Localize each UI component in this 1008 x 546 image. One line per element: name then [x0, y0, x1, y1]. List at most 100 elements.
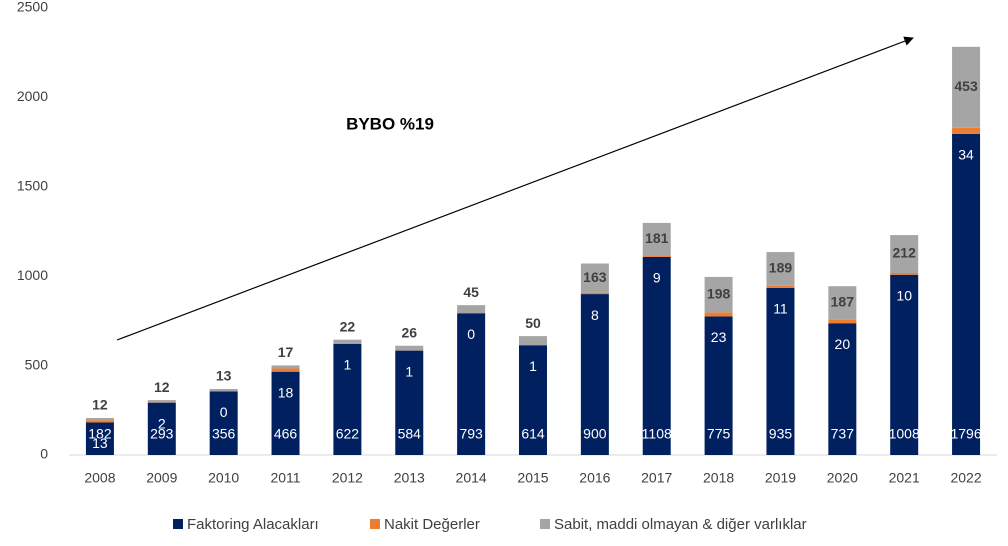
- data-label: 17: [278, 344, 294, 360]
- data-label: 163: [583, 269, 607, 285]
- data-label: 181: [645, 230, 669, 246]
- bar-segment: [271, 365, 300, 369]
- data-label: 466: [274, 426, 298, 442]
- data-label: 775: [707, 426, 731, 442]
- x-tick-label: 2008: [84, 470, 115, 486]
- data-label: 34: [958, 147, 974, 163]
- data-label: 8: [591, 307, 599, 323]
- x-tick-label: 2010: [208, 470, 239, 486]
- bar-segment: [85, 417, 114, 421]
- y-tick-label: 1000: [17, 267, 48, 283]
- y-tick-label: 500: [25, 356, 49, 372]
- data-label: 356: [212, 426, 236, 442]
- x-tick-label: 2014: [456, 470, 487, 486]
- data-label: 1008: [889, 426, 920, 442]
- bar-segment: [271, 368, 300, 372]
- bar-segment: [209, 391, 238, 455]
- data-label: 13: [92, 435, 108, 451]
- data-label: 212: [893, 245, 917, 261]
- data-label: 0: [220, 404, 228, 420]
- bar-segment: [85, 420, 114, 423]
- data-label: 584: [398, 426, 422, 442]
- bar-segment: [642, 222, 671, 256]
- bar-segment: [890, 274, 919, 455]
- data-label: 13: [216, 368, 232, 384]
- bar-segment: [519, 345, 547, 455]
- bar-segment: [580, 263, 609, 293]
- bar-segment: [642, 256, 671, 455]
- bar-segment: [828, 286, 857, 320]
- data-label: 45: [463, 284, 479, 300]
- bar-segment: [271, 371, 300, 455]
- x-tick-label: 2021: [889, 470, 920, 486]
- x-tick-label: 2020: [827, 470, 858, 486]
- bar-segment: [580, 294, 609, 455]
- bar-segment: [457, 313, 486, 455]
- data-label: 11: [773, 301, 788, 317]
- bar-segment: [766, 287, 795, 455]
- x-tick-label: 2019: [765, 470, 796, 486]
- legend-swatch: [540, 519, 550, 529]
- bar-segment: [952, 127, 981, 134]
- x-tick-label: 2009: [146, 470, 177, 486]
- data-label: 2: [158, 415, 166, 431]
- data-label: 23: [711, 329, 727, 345]
- legend-label: Sabit, maddi olmayan & diğer varlıklar: [554, 516, 807, 533]
- data-label: 9: [653, 270, 661, 286]
- legend-label: Nakit Değerler: [384, 516, 480, 533]
- x-tick-label: 2012: [332, 470, 363, 486]
- bar-segment: [333, 339, 362, 344]
- bar-segment: [890, 272, 919, 275]
- bar-segment: [890, 235, 919, 273]
- data-label: 198: [707, 285, 731, 301]
- data-label: 1: [529, 358, 537, 374]
- y-tick-label: 0: [40, 446, 48, 462]
- y-tick-label: 2500: [17, 0, 48, 15]
- data-label: 26: [401, 324, 417, 340]
- legend-swatch: [173, 519, 183, 529]
- x-tick-label: 2017: [641, 470, 672, 486]
- x-tick-label: 2015: [517, 470, 548, 486]
- bar-segment: [766, 285, 795, 288]
- data-label: 1796: [950, 426, 981, 442]
- bar-segment: [766, 252, 795, 286]
- bar-segment: [457, 305, 486, 314]
- x-tick-label: 2018: [703, 470, 734, 486]
- bar-segment: [395, 345, 424, 351]
- bar-segment: [519, 336, 547, 346]
- bar-segment: [952, 133, 981, 456]
- x-tick-label: 2013: [394, 470, 425, 486]
- data-label: 10: [896, 287, 912, 303]
- data-label: 22: [340, 318, 356, 334]
- data-label: 182: [88, 426, 112, 442]
- data-label: 12: [92, 397, 108, 413]
- data-label: 187: [831, 294, 855, 310]
- data-label: 1108: [642, 426, 672, 442]
- bar-segment: [704, 276, 733, 313]
- data-label: 50: [525, 315, 541, 331]
- data-label: 453: [954, 78, 978, 94]
- data-label: 935: [769, 426, 793, 442]
- trend-arrow: [116, 36, 914, 341]
- bar-segment: [952, 46, 981, 128]
- data-label: 1: [344, 356, 352, 372]
- bar-segment: [209, 389, 238, 392]
- y-tick-label: 2000: [17, 88, 48, 104]
- x-tick-label: 2011: [270, 470, 300, 486]
- x-tick-label: 2016: [579, 470, 610, 486]
- data-label: 622: [336, 426, 360, 442]
- legend-label: Faktoring Alacakları: [187, 516, 319, 533]
- bar-segment: [333, 343, 362, 455]
- data-label: 189: [769, 260, 793, 276]
- annotation: BYBO %19: [346, 114, 434, 133]
- x-tick-label: 2022: [950, 470, 981, 486]
- bar-segment: [704, 316, 733, 455]
- data-label: 793: [459, 426, 483, 442]
- data-label: 614: [521, 426, 545, 442]
- legend-swatch: [370, 519, 380, 529]
- bar-segment: [85, 422, 114, 455]
- bar-segment: [395, 350, 424, 455]
- bar-segment: [147, 400, 176, 403]
- data-label: 900: [583, 426, 607, 442]
